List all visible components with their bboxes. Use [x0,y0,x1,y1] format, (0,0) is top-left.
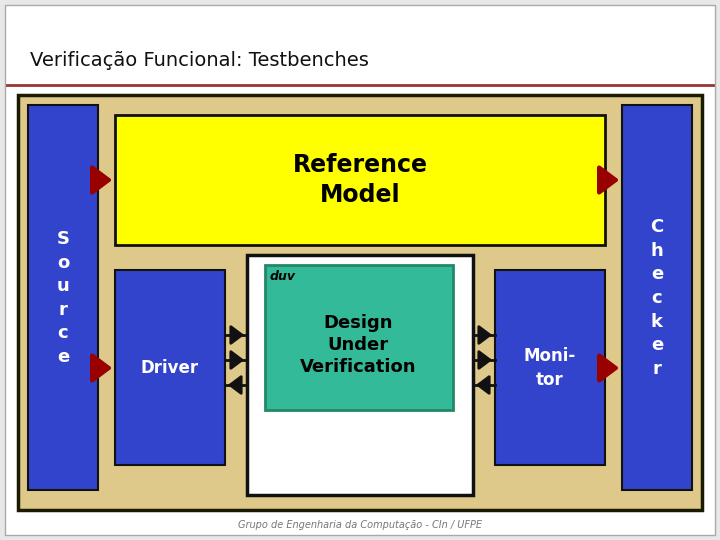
Text: Reference
Model: Reference Model [292,153,428,207]
Bar [115,270,225,465]
Text: S
o
u
r
c
e: S o u r c e [56,230,70,366]
Bar [18,95,702,510]
Bar [622,105,692,490]
Bar [495,270,605,465]
Text: Moni-
tor: Moni- tor [524,347,576,389]
Text: C
h
e
c
k
e
r: C h e c k e r [650,218,664,378]
Text: Design
Under
Verification: Design Under Verification [300,314,416,376]
Text: Grupo de Engenharia da Computação - CIn / UFPE: Grupo de Engenharia da Computação - CIn … [238,520,482,530]
Text: duv: duv [270,270,296,283]
Text: Verificação Funcional: Testbenches: Verificação Funcional: Testbenches [30,51,369,70]
Text: Driver: Driver [141,359,199,377]
Bar [247,255,473,495]
Bar [28,105,98,490]
Bar [265,265,453,410]
Bar [115,115,605,245]
